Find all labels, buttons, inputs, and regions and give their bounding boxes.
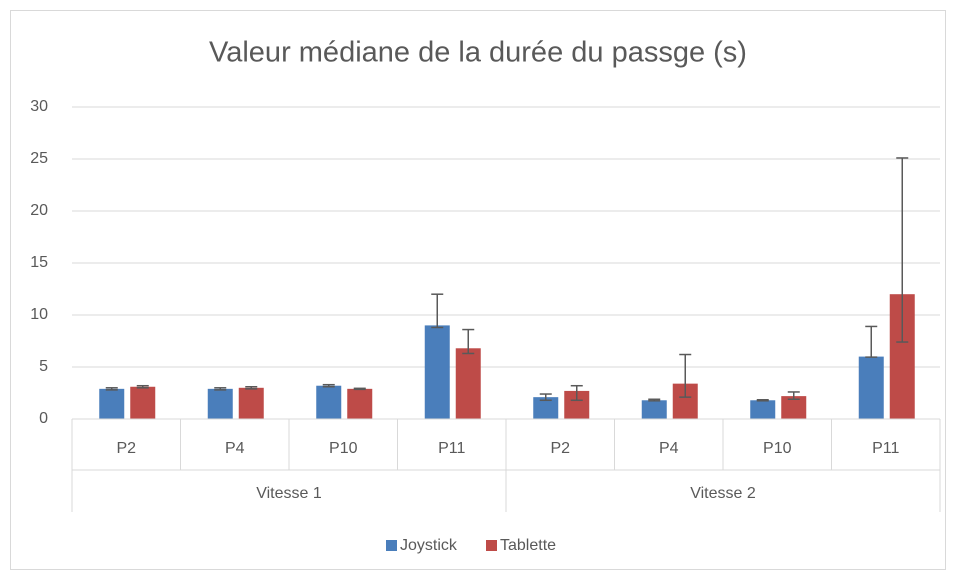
bar	[316, 385, 342, 419]
x-tick-label: P10	[329, 440, 358, 457]
bar	[750, 400, 776, 419]
legend-swatch	[486, 540, 497, 551]
chart-border	[10, 10, 946, 570]
y-tick-label: 5	[39, 358, 48, 375]
bar	[347, 388, 373, 419]
group-label: Vitesse 2	[690, 485, 756, 502]
group-label: Vitesse 1	[256, 485, 322, 502]
y-tick-label: 15	[30, 254, 48, 271]
bar	[641, 400, 667, 419]
bar	[424, 325, 450, 419]
x-tick-label: P2	[116, 440, 136, 457]
x-tick-label: P11	[872, 440, 899, 457]
legend-swatch	[386, 540, 397, 551]
x-tick-label: P2	[550, 440, 570, 457]
x-tick-label: P4	[659, 440, 679, 457]
x-tick-label: P10	[763, 440, 792, 457]
y-tick-label: 30	[30, 98, 48, 115]
x-tick-label: P11	[438, 440, 465, 457]
bar	[858, 356, 884, 419]
bar	[207, 388, 233, 419]
bar	[238, 387, 264, 419]
chart-title: Valeur médiane de la durée du passge (s)	[209, 37, 747, 69]
bar	[533, 397, 559, 419]
bar	[455, 348, 481, 419]
y-tick-label: 10	[30, 306, 48, 323]
y-tick-label: 20	[30, 202, 48, 219]
bar	[781, 396, 807, 419]
bar	[130, 386, 156, 419]
y-tick-label: 0	[39, 410, 48, 427]
x-tick-label: P4	[225, 440, 245, 457]
legend-label: Tablette	[500, 537, 556, 554]
y-tick-label: 25	[30, 150, 48, 167]
legend-label: Joystick	[400, 537, 458, 554]
bar	[99, 388, 125, 419]
